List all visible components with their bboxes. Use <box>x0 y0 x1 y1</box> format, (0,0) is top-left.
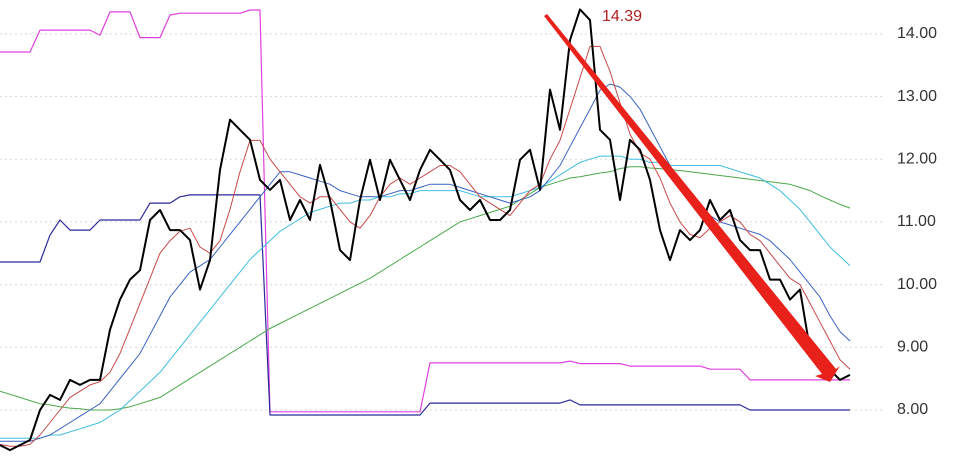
y-tick-label: 8.00 <box>897 401 928 418</box>
series-line <box>0 166 851 411</box>
series-line <box>0 45 851 447</box>
y-tick-label: 9.00 <box>897 338 928 355</box>
grid <box>0 33 885 411</box>
trend-arrow <box>544 14 840 382</box>
y-tick-label: 13.00 <box>897 88 937 105</box>
series-line <box>0 155 851 439</box>
y-tick-label: 12.00 <box>897 150 937 167</box>
series-line <box>0 194 850 416</box>
series-line <box>0 9 850 413</box>
series-line <box>0 8 851 452</box>
y-tick-label: 11.00 <box>897 213 936 230</box>
lines <box>0 8 851 452</box>
y-tick-label: 10.00 <box>897 276 937 293</box>
y-tick-label: 14.00 <box>897 25 937 42</box>
peak-annotation: 14.39 <box>602 8 642 25</box>
y-axis: 8.00 9.00 10.00 11.00 12.00 13.00 14.00 <box>897 25 937 418</box>
